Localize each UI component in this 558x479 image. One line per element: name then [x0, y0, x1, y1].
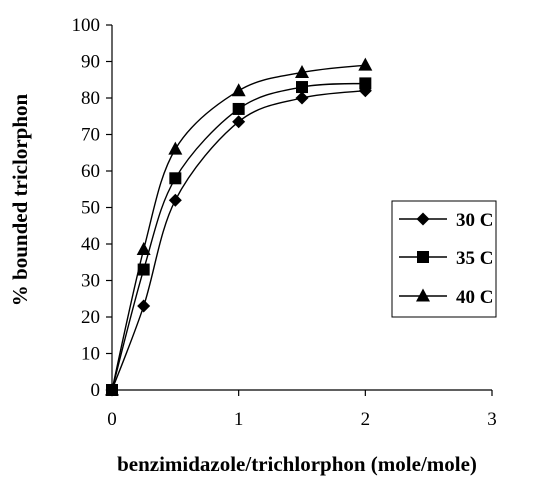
series-line-0	[111, 90, 366, 391]
y-tick-label: 100	[72, 15, 101, 36]
x-axis-title: benzimidazole/trichlorphon (mole/mole)	[117, 452, 477, 476]
legend-marker-triangle	[416, 288, 430, 302]
data-point-triangle	[358, 57, 373, 71]
x-tick-label: 0	[107, 409, 117, 430]
y-tick-label: 60	[81, 161, 100, 182]
data-point-square	[296, 81, 308, 94]
data-point-square	[137, 263, 150, 276]
x-tick-label: 1	[234, 409, 244, 430]
y-tick-label: 10	[81, 344, 100, 365]
y-tick-label: 20	[81, 307, 100, 328]
data-point-triangle	[295, 64, 309, 78]
data-point-diamond	[232, 115, 246, 129]
data-point-triangle	[105, 382, 119, 396]
y-axis-title: % bounded triclorphon	[8, 93, 32, 306]
legend-marker-square	[417, 251, 429, 263]
y-tick-label: 70	[81, 125, 100, 146]
data-point-triangle	[168, 141, 183, 155]
y-tick-label: 90	[81, 52, 100, 73]
data-point-triangle	[136, 241, 151, 255]
legend-label: 30 C	[456, 210, 493, 231]
legend-marker-diamond	[416, 212, 430, 226]
series-line-1	[111, 82, 366, 391]
data-point-diamond	[295, 91, 309, 105]
y-tick-label: 50	[81, 198, 100, 219]
x-axis-ticks: 0 1 2 3	[107, 390, 497, 430]
data-point-diamond	[168, 193, 182, 207]
legend-label: 35 C	[456, 248, 493, 269]
data-point-square	[232, 102, 245, 115]
y-axis-ticks: 0 10 20 30 40 50 60 70 80 90 100	[72, 15, 112, 401]
y-tick-label: 0	[91, 380, 101, 401]
legend-box	[391, 200, 497, 318]
data-point-square	[359, 77, 372, 90]
y-tick-label: 30	[81, 271, 100, 292]
legend: 30 C 35 C 40 C	[391, 200, 497, 318]
data-point-diamond	[137, 299, 151, 313]
y-tick-label: 40	[81, 234, 100, 255]
data-point-triangle	[231, 83, 246, 97]
data-point-square	[169, 172, 182, 185]
x-tick-label: 2	[361, 409, 371, 430]
legend-label: 40 C	[456, 287, 493, 308]
series-markers	[105, 57, 373, 397]
y-tick-label: 80	[81, 88, 100, 109]
x-tick-label: 3	[487, 409, 497, 430]
